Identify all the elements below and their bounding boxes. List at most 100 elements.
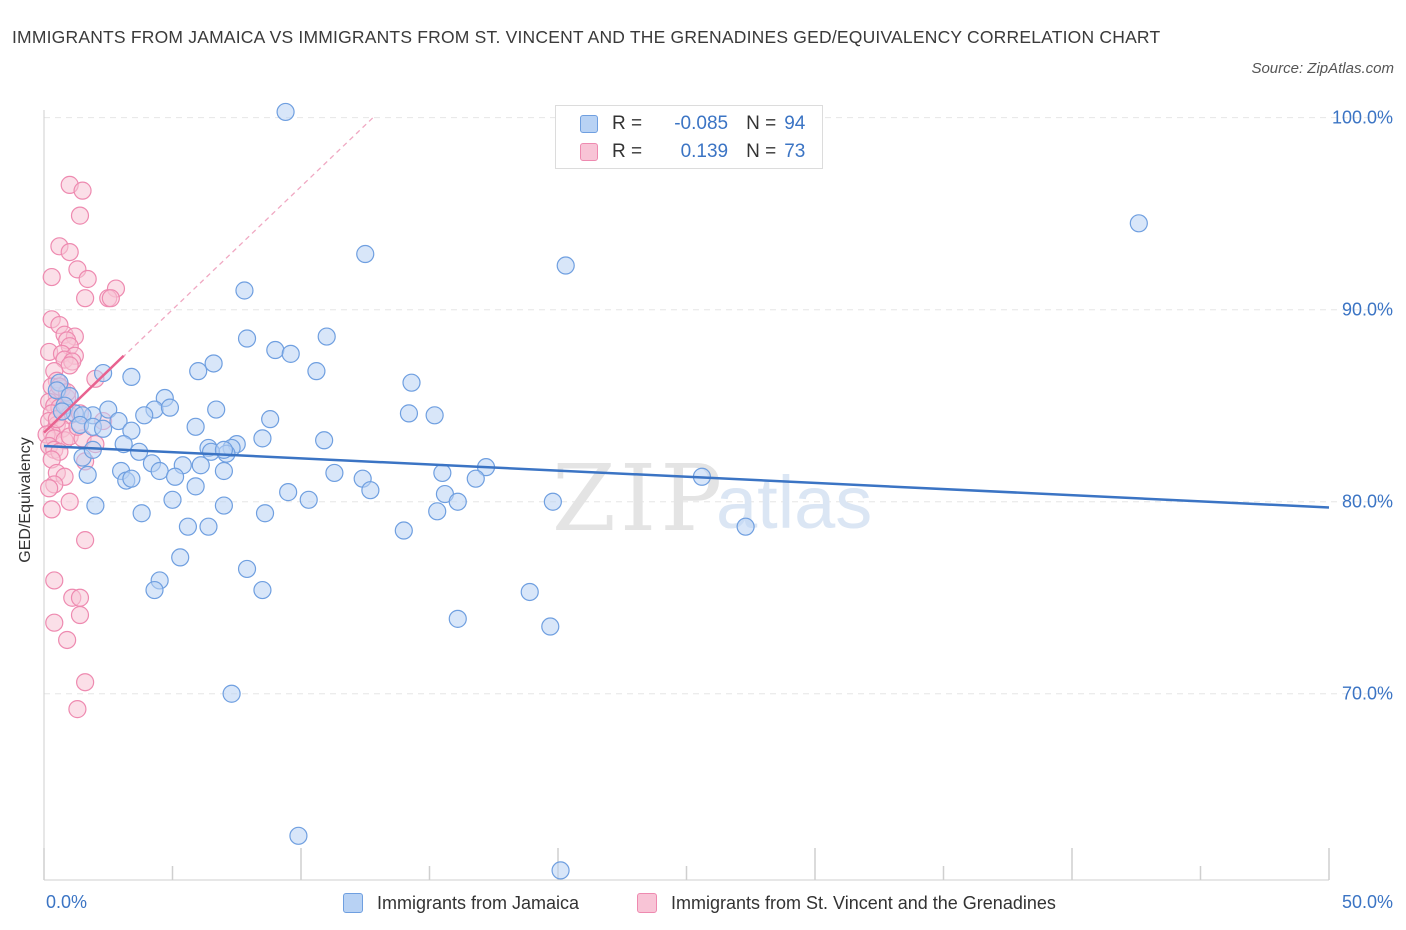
n-value-jamaica: 94 [784,113,806,134]
data-point-stvincent [76,531,95,550]
data-point-jamaica [736,517,755,536]
data-point-stvincent [60,242,79,262]
r-label: R = [612,141,643,162]
data-point-stvincent [42,267,61,287]
data-point-stvincent [68,700,87,719]
data-point-jamaica [135,406,154,425]
data-point-jamaica [541,617,560,636]
r-label: R = [612,113,643,134]
data-point-stvincent [60,492,79,511]
data-point-jamaica [122,421,141,440]
data-point-jamaica [428,502,447,521]
legend-label-jamaica: Immigrants from Jamaica [377,892,580,913]
data-point-jamaica [253,580,272,600]
data-point-jamaica [448,492,467,511]
data-point-jamaica [520,582,539,602]
data-point-jamaica [132,504,151,523]
legend-item-jamaica[interactable]: Immigrants from Jamaica [343,890,579,916]
y-tick-label: 80.0% [1342,492,1393,512]
data-point-jamaica [222,684,241,703]
data-point-jamaica [466,469,485,488]
y-tick-label: 70.0% [1342,684,1393,704]
data-point-jamaica [317,327,336,346]
y-tick-labels: 70.0% 80.0% 90.0% 100.0% [1332,108,1393,704]
legend-item-stvincent[interactable]: Immigrants from St. Vincent and the Gren… [637,890,1056,916]
data-point-stvincent [78,269,97,289]
data-point-jamaica [279,483,298,502]
legend-swatch-stvincent [637,893,657,913]
x-tick-labels: 0.0% 50.0% [46,892,1393,912]
swatch-stvincent [580,143,598,161]
data-point-jamaica [178,517,198,536]
data-point-jamaica [78,465,97,484]
data-point-jamaica [253,429,272,448]
source-label: Source: ZipAtlas.com [1251,60,1394,77]
data-point-jamaica [122,469,141,488]
data-point-stvincent [70,588,90,607]
data-point-jamaica [237,329,257,348]
data-point-jamaica [150,461,169,481]
data-point-jamaica [399,404,419,423]
data-point-jamaica [307,362,326,381]
data-point-jamaica [237,559,257,579]
data-point-jamaica [394,521,413,540]
data-point-jamaica [204,354,223,373]
stats-row-stvincent: R = 0.139 N = 73 [580,139,805,165]
data-point-stvincent [70,206,90,225]
data-point-jamaica [356,244,375,264]
data-point-stvincent [73,181,92,200]
data-point-jamaica [99,400,118,419]
r-value-jamaica: -0.085 [674,113,729,134]
trend-line-stvincent [43,354,125,434]
chart-title: IMMIGRANTS FROM JAMAICA VS IMMIGRANTS FR… [12,27,1161,47]
data-point-jamaica [556,256,575,275]
data-point-jamaica [1129,214,1148,233]
data-point-jamaica [276,102,295,122]
data-point-jamaica [281,344,300,363]
data-point-stvincent [45,571,64,590]
data-point-jamaica [186,477,205,496]
y-tick-label: 90.0% [1342,300,1393,320]
data-point-jamaica [114,435,133,454]
data-point-jamaica [261,410,280,429]
trend-lines [43,117,1330,509]
legend-swatch-jamaica [343,893,363,913]
watermark: ZIP atlas [552,445,872,552]
stats-row-jamaica: R = -0.085 N = 94 [580,111,805,137]
data-point-stvincent [70,605,90,625]
data-point-jamaica [109,411,128,431]
data-point-jamaica [199,517,218,536]
data-point-stvincent [76,289,95,308]
data-point-jamaica [433,463,452,483]
r-value-stvincent: 0.139 [680,141,729,162]
watermark-zip: ZIP [552,445,726,552]
data-point-jamaica [94,363,113,383]
data-point-jamaica [214,461,233,481]
data-point-jamaica [543,492,562,511]
data-point-jamaica [171,548,190,567]
data-point-stvincent [40,479,59,498]
data-point-stvincent [45,613,64,632]
n-label: N = [746,113,777,134]
data-point-jamaica [191,456,210,475]
data-point-jamaica [163,490,182,509]
data-point-jamaica [52,402,72,421]
data-point-jamaica [299,490,318,509]
swatch-jamaica [580,115,598,133]
data-point-jamaica [145,580,164,600]
n-label: N = [746,141,777,162]
data-point-jamaica [86,496,105,515]
data-point-jamaica [122,367,141,387]
data-point-jamaica [214,496,233,515]
data-point-stvincent [101,289,120,308]
data-point-jamaica [402,373,421,392]
data-point-jamaica [361,481,380,500]
data-point-stvincent [76,673,95,692]
data-point-jamaica [255,504,275,523]
data-point-jamaica [235,281,254,300]
x-tick-label: 50.0% [1342,892,1393,912]
data-point-jamaica [94,419,113,438]
y-tick-label: 100.0% [1332,108,1393,128]
data-point-jamaica [189,362,208,381]
